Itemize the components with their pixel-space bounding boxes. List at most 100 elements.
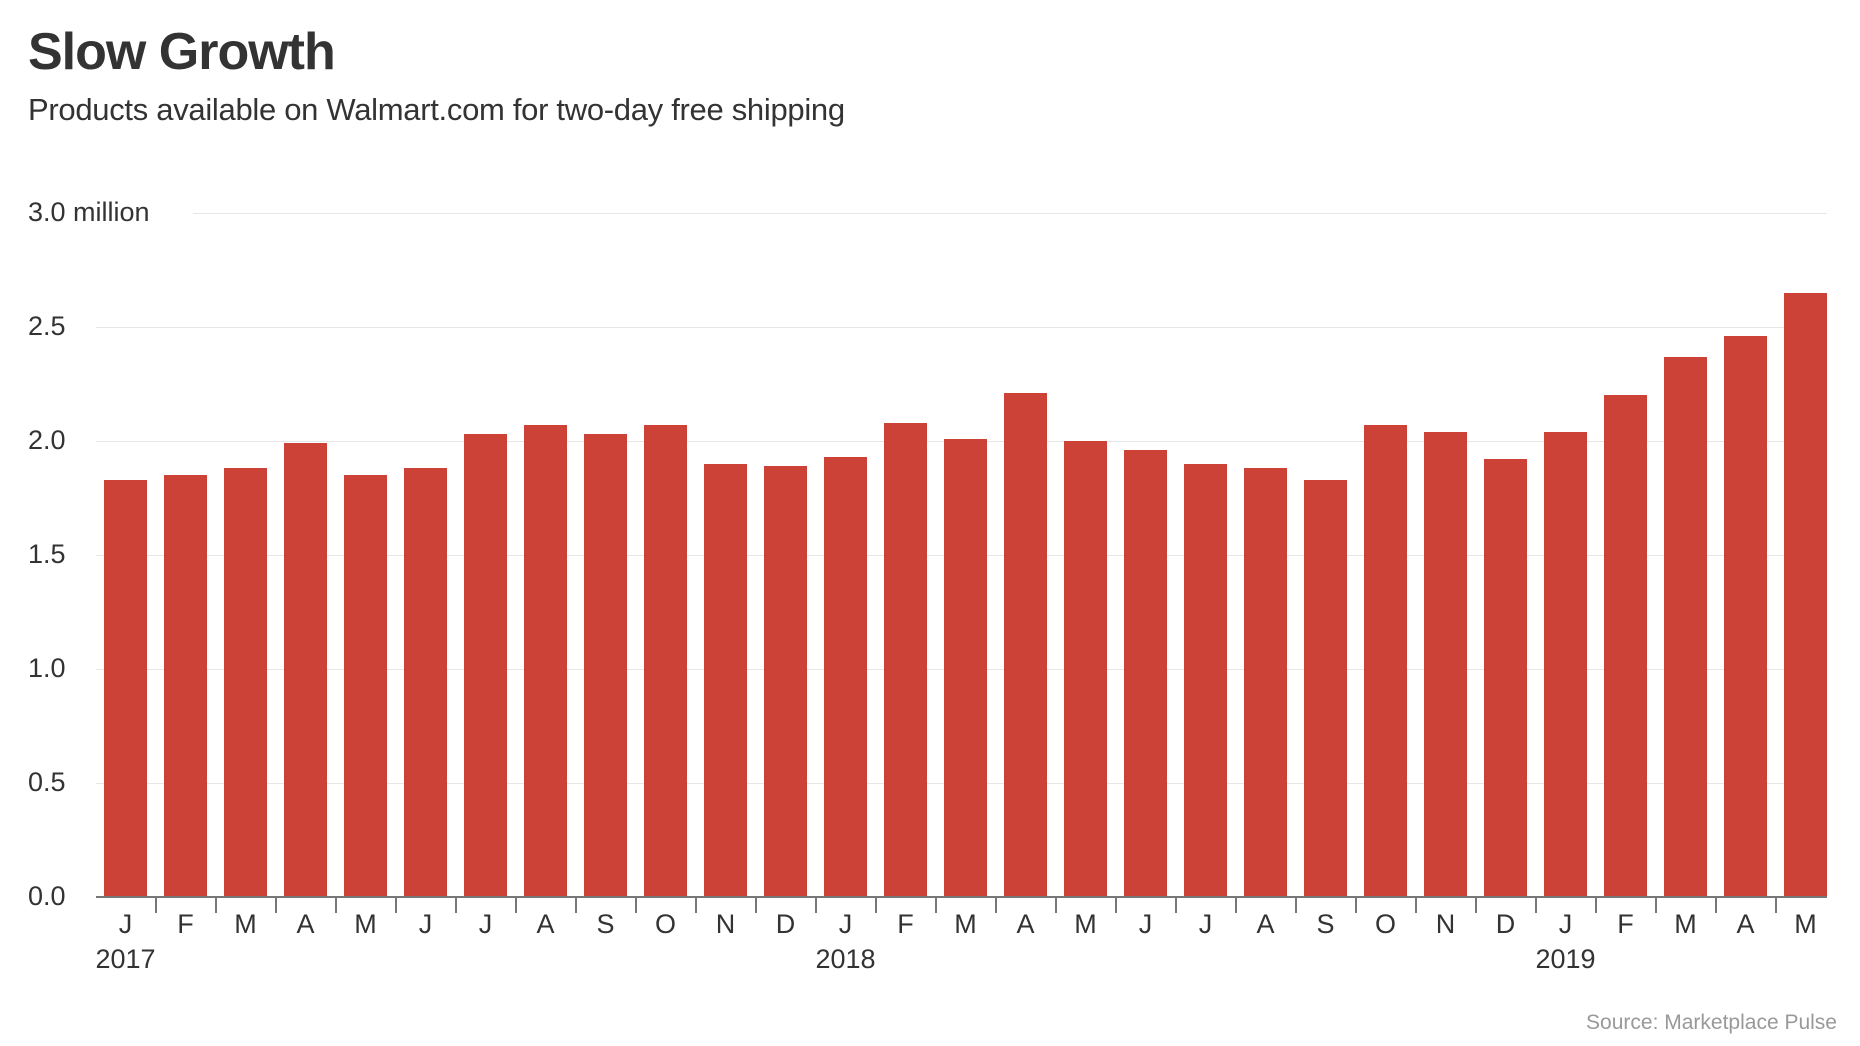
year-label: 2018 bbox=[815, 944, 876, 974]
bar-aug-2018[interactable] bbox=[1244, 468, 1287, 897]
x-axis-label: M bbox=[954, 909, 977, 939]
bar-may-2017[interactable] bbox=[344, 475, 387, 897]
x-axis-tick bbox=[274, 897, 277, 913]
bar-jan-2019[interactable] bbox=[1544, 431, 1587, 897]
x-axis-tick bbox=[1774, 897, 1777, 913]
y-axis-label: 2.0 bbox=[28, 425, 66, 455]
x-axis-tick bbox=[994, 897, 997, 913]
bar-may-2019[interactable] bbox=[1784, 292, 1827, 897]
bar-jan-2017[interactable] bbox=[104, 479, 147, 897]
gridline bbox=[96, 327, 1827, 328]
x-axis-tick bbox=[1294, 897, 1297, 913]
x-axis-tick bbox=[154, 897, 157, 913]
bar-jul-2018[interactable] bbox=[1184, 463, 1227, 897]
x-axis-tick bbox=[814, 897, 817, 913]
bar-nov-2017[interactable] bbox=[704, 463, 747, 897]
x-axis-tick bbox=[1594, 897, 1597, 913]
x-axis-label: N bbox=[715, 909, 736, 939]
bar-apr-2019[interactable] bbox=[1724, 336, 1767, 897]
x-axis-label: J bbox=[838, 909, 853, 939]
x-axis-tick bbox=[1414, 897, 1417, 913]
x-axis-label: D bbox=[1495, 909, 1516, 939]
x-axis-tick bbox=[1654, 897, 1657, 913]
x-axis-label: A bbox=[296, 909, 315, 939]
x-axis-label: M bbox=[1674, 909, 1697, 939]
x-axis-label: O bbox=[654, 909, 676, 939]
bar-sep-2017[interactable] bbox=[584, 434, 627, 897]
x-axis-tick bbox=[1174, 897, 1177, 913]
x-axis-tick bbox=[634, 897, 637, 913]
bar-mar-2017[interactable] bbox=[224, 468, 267, 897]
bar-feb-2019[interactable] bbox=[1604, 395, 1647, 897]
x-axis-label: O bbox=[1374, 909, 1396, 939]
x-axis-label: J bbox=[1138, 909, 1153, 939]
x-axis-label: J bbox=[1558, 909, 1573, 939]
x-axis-tick bbox=[1354, 897, 1357, 913]
year-label: 2017 bbox=[95, 944, 156, 974]
bar-oct-2017[interactable] bbox=[644, 425, 687, 897]
bar-feb-2017[interactable] bbox=[164, 475, 207, 897]
x-axis-label: J bbox=[118, 909, 133, 939]
x-axis-label: J bbox=[1198, 909, 1213, 939]
chart-subtitle: Products available on Walmart.com for tw… bbox=[28, 92, 845, 127]
bar-apr-2018[interactable] bbox=[1004, 393, 1047, 897]
x-axis-tick bbox=[1474, 897, 1477, 913]
x-axis-tick bbox=[694, 897, 697, 913]
x-axis-label: M bbox=[354, 909, 377, 939]
x-axis-label: F bbox=[1617, 909, 1634, 939]
x-axis-label: A bbox=[1736, 909, 1755, 939]
x-axis-label: D bbox=[775, 909, 796, 939]
x-axis-tick bbox=[214, 897, 217, 913]
bar-mar-2019[interactable] bbox=[1664, 356, 1707, 897]
x-axis-tick bbox=[454, 897, 457, 913]
x-axis-label: M bbox=[1074, 909, 1097, 939]
x-axis-label: A bbox=[1256, 909, 1275, 939]
x-axis-tick bbox=[1534, 897, 1537, 913]
x-axis-tick bbox=[514, 897, 517, 913]
y-axis-label: 0.0 bbox=[28, 881, 66, 911]
x-axis-line bbox=[96, 896, 1827, 898]
x-axis-label: J bbox=[418, 909, 433, 939]
bar-aug-2017[interactable] bbox=[524, 425, 567, 897]
x-axis-tick bbox=[334, 897, 337, 913]
bar-jan-2018[interactable] bbox=[824, 456, 867, 897]
chart-title: Slow Growth bbox=[28, 23, 336, 81]
bar-dec-2017[interactable] bbox=[764, 466, 807, 897]
y-axis-label: 0.5 bbox=[28, 767, 66, 797]
x-axis-tick bbox=[1054, 897, 1057, 913]
y-axis-label: 3.0 million bbox=[28, 197, 150, 227]
bar-sep-2018[interactable] bbox=[1304, 479, 1347, 897]
x-axis-label: M bbox=[234, 909, 257, 939]
x-axis-tick bbox=[574, 897, 577, 913]
bar-nov-2018[interactable] bbox=[1424, 431, 1467, 897]
x-axis-label: A bbox=[536, 909, 555, 939]
bar-mar-2018[interactable] bbox=[944, 438, 987, 897]
x-axis-label: M bbox=[1794, 909, 1817, 939]
bar-jun-2017[interactable] bbox=[404, 468, 447, 897]
source-note: Source: Marketplace Pulse bbox=[1586, 1011, 1837, 1034]
bar-feb-2018[interactable] bbox=[884, 422, 927, 897]
x-axis-label: F bbox=[177, 909, 194, 939]
x-axis-tick bbox=[934, 897, 937, 913]
x-axis-tick bbox=[394, 897, 397, 913]
x-axis-tick bbox=[1714, 897, 1717, 913]
bar-oct-2018[interactable] bbox=[1364, 425, 1407, 897]
x-axis-label: S bbox=[596, 909, 615, 939]
x-axis-label: S bbox=[1316, 909, 1335, 939]
x-axis-label: J bbox=[478, 909, 493, 939]
x-axis-tick bbox=[1234, 897, 1237, 913]
bar-jul-2017[interactable] bbox=[464, 434, 507, 897]
bar-jun-2018[interactable] bbox=[1124, 450, 1167, 897]
x-axis-tick bbox=[754, 897, 757, 913]
x-axis-tick bbox=[874, 897, 877, 913]
x-axis-label: A bbox=[1016, 909, 1035, 939]
bar-may-2018[interactable] bbox=[1064, 441, 1107, 897]
x-axis-label: F bbox=[897, 909, 914, 939]
x-axis-tick bbox=[1114, 897, 1117, 913]
y-axis-label: 1.0 bbox=[28, 653, 66, 683]
year-label: 2019 bbox=[1535, 944, 1596, 974]
y-axis-label: 1.5 bbox=[28, 539, 66, 569]
bar-dec-2018[interactable] bbox=[1484, 459, 1527, 897]
bar-apr-2017[interactable] bbox=[284, 443, 327, 897]
